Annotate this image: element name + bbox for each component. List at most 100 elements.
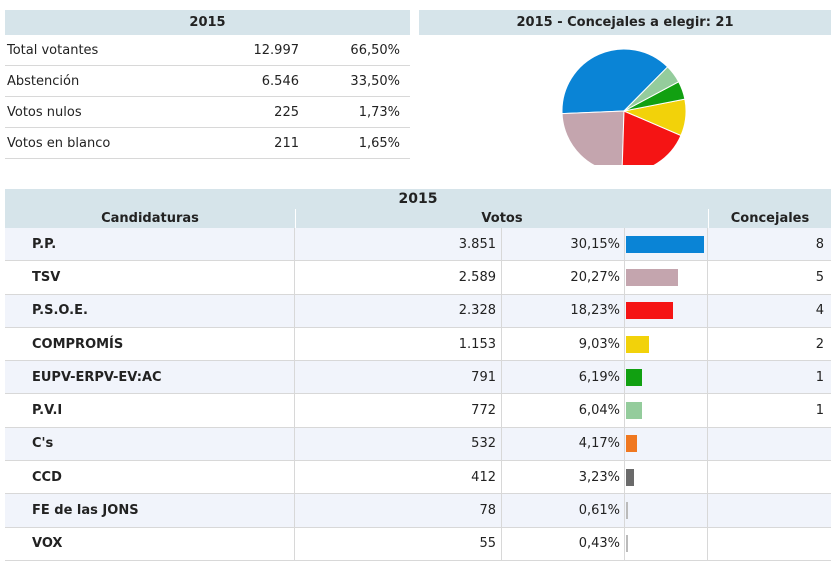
party-name: COMPROMÍS	[5, 327, 295, 361]
party-votes: 55	[295, 527, 502, 560]
party-name: EUPV-ERPV-EV:AC	[5, 361, 295, 394]
party-pct: 18,23%	[502, 294, 625, 327]
pie-slice-p-s-o-e-	[621, 110, 682, 165]
table-row: EUPV-ERPV-EV:AC 791 6,19% 1	[5, 361, 831, 395]
party-name: P.P.	[5, 228, 295, 261]
party-seats: 5	[815, 269, 824, 285]
summary-label: Votos en blanco	[7, 136, 111, 151]
table-row: FE de las JONS 78 0,61%	[5, 494, 831, 528]
party-name: C's	[5, 427, 295, 461]
summary-value: 6.546	[261, 74, 299, 89]
vote-bar	[626, 302, 673, 320]
party-pct: 6,04%	[502, 394, 625, 427]
vote-bar-cell	[625, 494, 708, 527]
col-concejales: Concejales	[708, 209, 831, 228]
pie-slice-tsv	[561, 110, 625, 165]
vote-bar-cell	[625, 361, 708, 394]
vote-bar	[626, 335, 649, 353]
party-pct: 6,19%	[502, 361, 625, 394]
party-votes: 78	[295, 494, 502, 527]
party-votes: 532	[295, 427, 502, 461]
party-name: TSV	[5, 261, 295, 294]
summary-pct: 66,50%	[350, 43, 400, 58]
summary-value: 225	[274, 105, 299, 120]
vote-bar	[626, 235, 704, 253]
vote-bar	[626, 502, 628, 520]
party-seats: 2	[815, 336, 824, 352]
party-name: FE de las JONS	[5, 494, 295, 527]
col-candidaturas: Candidaturas	[101, 211, 199, 226]
party-name: VOX	[5, 527, 295, 560]
vote-bar-cell	[625, 394, 708, 427]
party-votes: 3.851	[295, 228, 502, 261]
summary-row: Total votantes 12.997 66,50%	[5, 35, 410, 66]
party-seats: 1	[815, 403, 824, 419]
table-row: COMPROMÍS 1.153 9,03% 2	[5, 327, 831, 362]
summary-row: Abstención 6.546 33,50%	[5, 66, 410, 97]
vote-bar	[626, 368, 642, 386]
vote-bar-cell	[625, 427, 708, 461]
party-name: P.V.I	[5, 394, 295, 427]
party-name: CCD	[5, 461, 295, 494]
summary-value: 211	[274, 136, 299, 151]
party-pct: 0,43%	[502, 527, 625, 560]
table-row: P.P. 3.851 30,15% 8	[5, 228, 831, 262]
table-row: TSV 2.589 20,27% 5	[5, 261, 831, 295]
vote-bar	[626, 535, 628, 553]
party-seats: 1	[815, 369, 824, 385]
summary-row: Votos en blanco 211 1,65%	[5, 128, 410, 159]
party-seats	[708, 428, 831, 460]
summary-header: 2015	[5, 10, 410, 35]
table-row: P.S.O.E. 2.328 18,23% 4	[5, 294, 831, 328]
party-votes: 2.589	[295, 261, 502, 294]
party-seats	[708, 461, 831, 493]
party-votes: 1.153	[295, 327, 502, 361]
summary-table: 2015 Total votantes 12.997 66,50% Absten…	[5, 10, 410, 159]
results-table: 2015 Candidaturas Votos Concejales P.P. 3…	[5, 189, 831, 561]
vote-bar	[626, 468, 634, 486]
vote-bar	[626, 402, 642, 420]
vote-bar-cell	[625, 228, 708, 261]
column-headers: Candidaturas Votos Concejales	[5, 209, 831, 228]
party-seats: 8	[815, 236, 824, 252]
party-votes: 2.328	[295, 294, 502, 327]
vote-bar	[626, 268, 678, 286]
seats-pie-chart	[561, 48, 687, 165]
summary-pct: 1,65%	[358, 136, 400, 151]
vote-bar-cell	[625, 461, 708, 494]
summary-label: Abstención	[7, 74, 80, 89]
col-votos: Votos	[295, 209, 708, 228]
pie-title: 2015 - Concejales a elegir: 21	[419, 10, 831, 35]
party-pct: 30,15%	[502, 228, 625, 261]
seats-pie-panel: 2015 - Concejales a elegir: 21	[419, 10, 831, 165]
party-votes: 412	[295, 461, 502, 494]
summary-value: 12.997	[253, 43, 300, 58]
table-row: C's 532 4,17%	[5, 427, 831, 462]
party-seats: 4	[815, 303, 824, 319]
party-pct: 0,61%	[502, 494, 625, 527]
vote-bar-cell	[625, 327, 708, 361]
party-seats	[708, 528, 831, 560]
party-pct: 20,27%	[502, 261, 625, 294]
party-votes: 772	[295, 394, 502, 427]
summary-row: Votos nulos 225 1,73%	[5, 97, 410, 128]
summary-label: Total votantes	[7, 43, 99, 58]
summary-pct: 33,50%	[350, 74, 400, 89]
results-header: 2015	[5, 189, 831, 209]
party-pct: 3,23%	[502, 461, 625, 494]
table-row: CCD 412 3,23%	[5, 461, 831, 495]
summary-label: Votos nulos	[7, 105, 82, 120]
pie-slice-p-p-	[561, 48, 669, 115]
party-name: P.S.O.E.	[5, 294, 295, 327]
vote-bar-cell	[625, 261, 708, 294]
summary-pct: 1,73%	[358, 105, 400, 120]
vote-bar-cell	[625, 527, 708, 560]
party-seats	[708, 494, 831, 526]
party-votes: 791	[295, 361, 502, 394]
vote-bar	[626, 435, 637, 453]
party-pct: 4,17%	[502, 427, 625, 461]
vote-bar-cell	[625, 294, 708, 327]
pie-slice-p-v-i	[623, 66, 680, 112]
table-row: VOX 55 0,43%	[5, 527, 831, 561]
table-row: P.V.I 772 6,04% 1	[5, 394, 831, 428]
